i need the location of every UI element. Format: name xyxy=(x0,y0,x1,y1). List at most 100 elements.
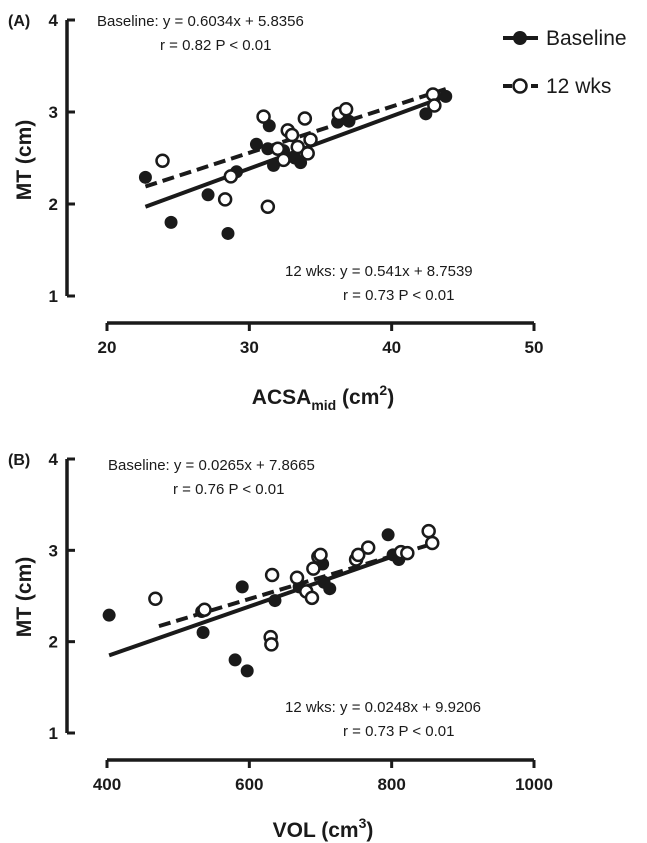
panel-b-baseline-point xyxy=(323,582,337,596)
panel-a-baseline-stats: r = 0.82 P < 0.01 xyxy=(160,37,271,54)
panel-a-x-title-mid: (cm xyxy=(336,386,379,409)
panel-a-plot: 1 2 3 4 20 30 40 50 xyxy=(49,11,544,357)
panel-b-label: (B) xyxy=(8,452,30,469)
panel-a-12wks-point xyxy=(300,146,315,161)
panel-b-y-tick-label: 4 xyxy=(49,450,59,469)
panel-b-baseline-stats: r = 0.76 P < 0.01 xyxy=(173,481,284,498)
panel-a-12wks-point xyxy=(223,169,239,184)
panel-a-12wks-stats: r = 0.73 P < 0.01 xyxy=(343,287,454,304)
panel-b-baseline-point xyxy=(268,594,282,608)
panel-a-baseline-eq-prefix: Baseline: xyxy=(97,13,163,30)
panel-b-baseline-point xyxy=(240,664,254,678)
panel-b-12wks-equation: 12 wks: y = 0.0248x + 9.9206 xyxy=(285,699,481,716)
panel-a-12wks-point xyxy=(290,139,305,155)
panel-b-12wks-point xyxy=(289,570,305,585)
panel-a-12wks-eq-formula: y = 0.541x + 8.7539 xyxy=(340,263,473,280)
panel-a-y-tick-label: 3 xyxy=(49,103,58,122)
panel-a-12wks-point xyxy=(155,153,170,169)
legend-baseline-marker-icon xyxy=(513,31,527,45)
panel-a-baseline-point xyxy=(439,89,453,103)
legend: Baseline 12 wks xyxy=(503,27,627,98)
panel-a-y-tick-label: 1 xyxy=(49,287,58,306)
panel-b-x-title-base: VOL xyxy=(273,819,316,842)
panel-a-baseline-point xyxy=(221,226,235,240)
panel-a-x-tick-label: 20 xyxy=(98,338,117,357)
panel-a-baseline-point xyxy=(261,142,275,156)
panel-b-x-title-end: ) xyxy=(366,819,373,842)
panel-a-12wks-point xyxy=(217,192,233,207)
panel-a-y-tick-label: 4 xyxy=(49,11,59,30)
panel-a-12wks-point xyxy=(270,141,286,157)
panel-a-y-tick-label: 2 xyxy=(49,195,58,214)
panel-a-12wks-equation: 12 wks: y = 0.541x + 8.7539 xyxy=(285,263,473,280)
panel-b-y-tick-label: 3 xyxy=(49,541,58,560)
legend-12wks-label: 12 wks xyxy=(546,75,611,98)
panel-a-baseline-point xyxy=(342,114,356,128)
legend-12wks-marker-icon xyxy=(512,78,528,94)
panel-a-baseline-point xyxy=(249,137,263,151)
panel-b-12wks-point xyxy=(360,540,376,555)
panel-b-x-title-sup: 3 xyxy=(359,815,367,831)
panel-b-12wks-point xyxy=(350,547,366,563)
panel-a-12wks-eq-prefix: 12 wks: xyxy=(285,263,340,280)
panel-a-baseline-eq-formula: y = 0.6034x + 5.8356 xyxy=(163,13,304,30)
panel-b-12wks-point xyxy=(424,535,440,551)
panel-b-12wks-point xyxy=(264,567,280,583)
panel-b-y-tick-label: 2 xyxy=(49,633,58,652)
panel-a-x-title-base: ACSA xyxy=(252,386,312,409)
panel-b-x-tick-label: 400 xyxy=(93,775,121,794)
panel-b-x-axis-title: VOL (cm3) xyxy=(273,815,374,842)
panel-a-12wks-point xyxy=(297,111,313,126)
panel-a-x-tick-label: 50 xyxy=(525,338,544,357)
panel-a-x-title-sub: mid xyxy=(311,397,336,413)
panel-b-y-tick-label: 1 xyxy=(49,724,58,743)
panel-a-12wks-point xyxy=(427,98,442,113)
panel-b-baseline-eq-prefix: Baseline: xyxy=(108,457,174,474)
panel-b-x-tick-label: 600 xyxy=(235,775,263,794)
panel-b-12wks-point xyxy=(400,545,415,561)
panel-b-12wks-point xyxy=(306,561,321,576)
panel-a-baseline-point xyxy=(419,107,433,121)
panel-b-baseline-point xyxy=(381,528,395,542)
panel-a-12wks-point xyxy=(256,109,271,124)
panel-a-12wks-point xyxy=(303,132,318,147)
panel-b-y-axis-title: MT (cm) xyxy=(13,557,36,638)
panel-b-12wks-point xyxy=(421,523,436,539)
panel-b-x-title-mid: (cm xyxy=(315,819,358,842)
panel-a-y-axis-title: MT (cm) xyxy=(13,120,36,201)
panel-b-12wks-point xyxy=(304,590,320,606)
panel-b-baseline-point xyxy=(196,626,210,640)
panel-b-baseline-point xyxy=(228,653,242,667)
panel-a-x-title-sup: 2 xyxy=(379,382,387,398)
legend-baseline-label: Baseline xyxy=(546,27,627,50)
panel-b-12wks-point xyxy=(313,547,328,563)
panel-b-12wks-point xyxy=(148,591,163,606)
panel-b-12wks-eq-prefix: 12 wks: xyxy=(285,699,340,716)
panel-b-baseline-eq-formula: y = 0.0265x + 7.8665 xyxy=(174,457,315,474)
panel-a-x-axis-title: ACSAmid (cm2) xyxy=(252,382,394,413)
panel-b-baseline-equation: Baseline: y = 0.0265x + 7.8665 xyxy=(108,457,315,474)
panel-b-plot: 1 2 3 4 400 600 800 1000 xyxy=(49,450,553,794)
panel-a-12wks-point xyxy=(260,199,276,215)
panel-b-baseline-point xyxy=(235,580,249,594)
panel-a-baseline-point xyxy=(164,215,178,229)
panel-a-12wks-point xyxy=(276,152,291,168)
panel-a-baseline-equation: Baseline: y = 0.6034x + 5.8356 xyxy=(97,13,304,30)
panel-b-12wks-stats: r = 0.73 P < 0.01 xyxy=(343,723,454,740)
panel-a-12wks-fit-line xyxy=(144,87,447,189)
panel-b-baseline-fit-line xyxy=(108,551,404,658)
panel-a-label: (A) xyxy=(8,13,30,30)
panel-a-x-tick-label: 30 xyxy=(240,338,259,357)
panel-b-12wks-eq-formula: y = 0.0248x + 9.9206 xyxy=(340,699,481,716)
panel-b-x-tick-label: 1000 xyxy=(515,775,553,794)
panel-b-baseline-point xyxy=(102,608,116,622)
panel-a-baseline-point xyxy=(138,170,152,184)
panel-a-baseline-point xyxy=(201,188,215,202)
panel-a-x-tick-label: 40 xyxy=(382,338,401,357)
panel-b-12wks-point xyxy=(264,637,279,652)
panel-a-12wks-point xyxy=(338,101,354,117)
panel-a-x-title-end: ) xyxy=(387,386,394,409)
panel-b-x-tick-label: 800 xyxy=(377,775,405,794)
panel-a-12wks-point xyxy=(284,127,300,143)
